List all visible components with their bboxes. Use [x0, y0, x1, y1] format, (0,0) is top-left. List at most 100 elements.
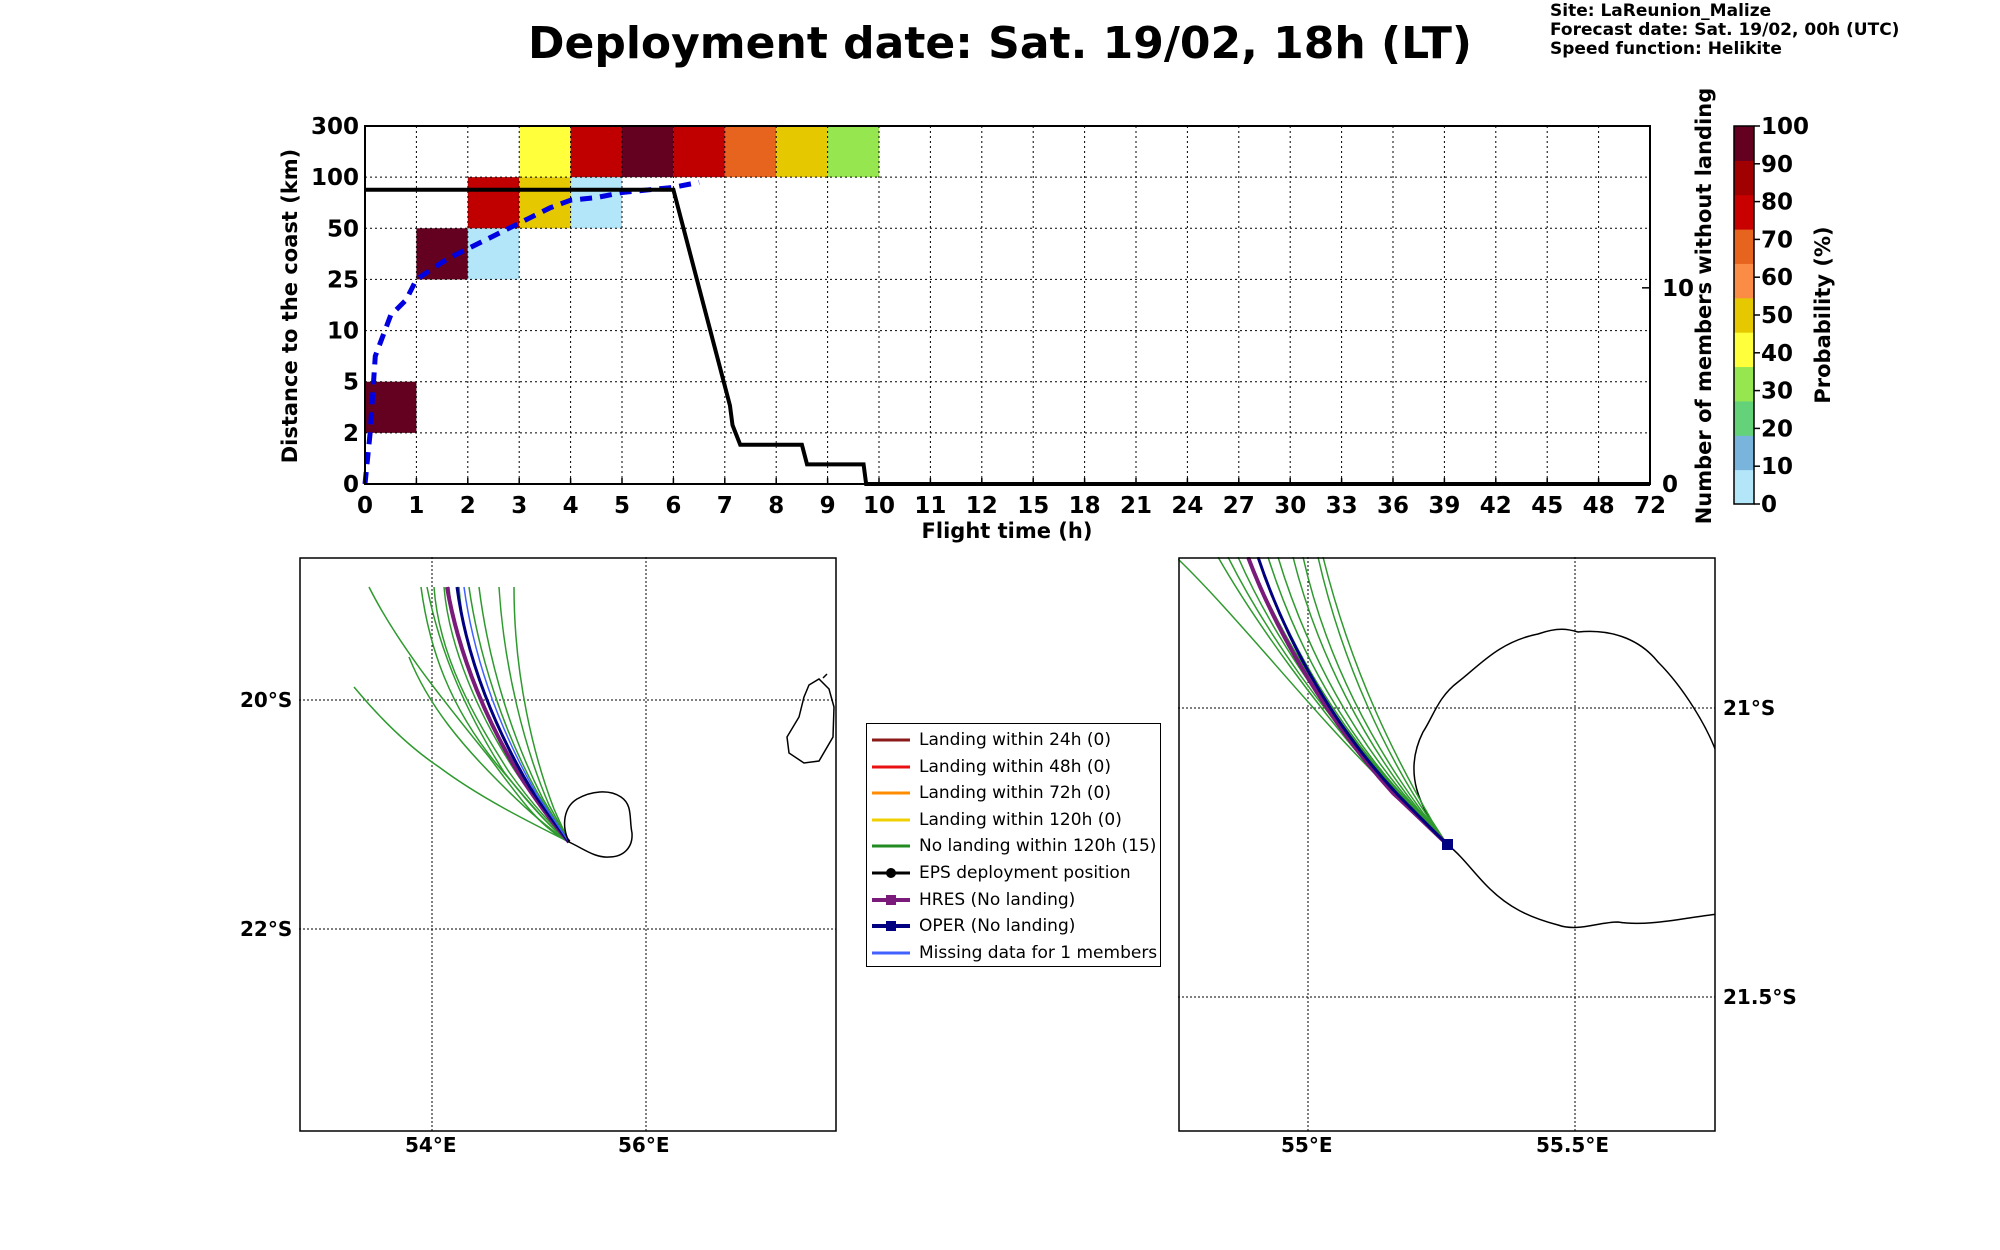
lon-label-56e: 56°E: [618, 1133, 670, 1157]
reunion-island-detail-outline: [1413, 628, 1715, 929]
legend-swatch: [872, 951, 910, 955]
colorbar-tick-labels: 0 10 20 30 40 50 60 70 80 90 100: [1754, 114, 1809, 518]
legend-swatch: [872, 921, 910, 932]
x-tick-label-12: 12: [966, 493, 998, 519]
colorbar-tick-label-10: 100: [1761, 114, 1809, 140]
heat-cell-0: [365, 381, 417, 433]
legend-swatch: [872, 738, 910, 742]
colorbar-segment-7: [1734, 229, 1754, 264]
colorbar-tick-label-1: 10: [1761, 454, 1793, 480]
reunion-island-outline: [563, 791, 633, 858]
oper-trajectory-detail: [1256, 557, 1449, 847]
x-tick-label-23: 45: [1531, 493, 1563, 519]
x-tick-label-19: 33: [1326, 493, 1358, 519]
legend-item: Missing data for 1 members: [867, 941, 1157, 965]
x-tick-label-20: 36: [1377, 493, 1409, 519]
x-tick-label-8: 8: [768, 493, 784, 519]
x-tick-label-15: 21: [1120, 493, 1152, 519]
heatmap-frame: [364, 125, 1651, 485]
eps-member-trajectories-detail: [1178, 557, 1449, 846]
members-without-landing-line: [365, 187, 1650, 486]
heat-cell-7: [570, 126, 622, 178]
colorbar-tick-label-0: 0: [1761, 492, 1777, 518]
lat-label-20s: 20°S: [240, 688, 293, 712]
probability-colorbar: [1734, 126, 1754, 505]
x-tick-label-1: 1: [408, 493, 424, 519]
legend-swatch: [872, 894, 910, 905]
heat-cell-6: [570, 177, 622, 229]
lon-label-54e: 54°E: [405, 1133, 457, 1157]
x-tick-label-21: 39: [1428, 493, 1460, 519]
colorbar-tick-label-9: 90: [1761, 152, 1793, 178]
colorbar-segment-1: [1734, 435, 1754, 471]
lat-label-21-5s: 21.5°S: [1723, 985, 1797, 1009]
x-tick-label-11: 11: [914, 493, 946, 519]
legend-item: HRES (No landing): [867, 888, 1157, 912]
heat-cell-8: [622, 126, 674, 178]
heat-cell-3: [467, 177, 520, 229]
colorbar-tick-label-6: 60: [1761, 265, 1793, 291]
y-tick-label-0: 0: [343, 472, 359, 498]
y-tick-label-7: 300: [311, 114, 359, 140]
x-tick-label-9: 9: [820, 493, 836, 519]
y2-tick-labels: 0 10: [1642, 276, 1694, 498]
legend-item: OPER (No landing): [867, 914, 1157, 938]
legend-label: Landing within 120h (0): [919, 809, 1122, 830]
x-tick-label-7: 7: [717, 493, 733, 519]
legend-swatch: [872, 868, 910, 878]
heat-cell-10: [724, 126, 777, 178]
x-tick-label-18: 30: [1274, 493, 1306, 519]
lon-label-55e: 55°E: [1281, 1133, 1333, 1157]
legend-item: No landing within 120h (15): [867, 834, 1157, 858]
x-tick-label-25: 72: [1634, 493, 1666, 519]
mauritius-island-outline: [786, 678, 835, 764]
y2-tick-label-0: 0: [1662, 472, 1678, 498]
colorbar-tick-label-7: 70: [1761, 227, 1793, 253]
legend-item: EPS deployment position: [867, 861, 1157, 885]
regional-trajectory-map: [299, 557, 837, 1132]
speed-function-label: Speed function: Helikite: [1550, 39, 1782, 59]
legend-label: EPS deployment position: [919, 863, 1131, 883]
x-tick-label-5: 5: [614, 493, 630, 519]
colorbar-segment-2: [1734, 400, 1754, 436]
site-label: Site: LaReunion_Malize: [1550, 1, 1772, 21]
y-tick-label-2: 5: [343, 370, 359, 396]
legend-label: HRES (No landing): [919, 889, 1076, 910]
chart-title: Deployment date: Sat. 19/02, 18h (LT): [527, 18, 1473, 69]
x-tick-label-24: 48: [1583, 493, 1615, 519]
y-tick-label-1: 2: [343, 421, 359, 447]
x-tick-label-13: 15: [1017, 493, 1049, 519]
map-frame-right: [1178, 557, 1716, 1132]
legend-swatch: [872, 791, 910, 795]
legend-swatch: [872, 818, 910, 822]
colorbar-tick-label-2: 20: [1761, 416, 1793, 442]
colorbar-segment-8: [1734, 194, 1754, 230]
colorbar-tick-label-5: 50: [1761, 303, 1793, 329]
colorbar-segment-3: [1734, 366, 1754, 402]
y-axis-label: Distance to the coast (km): [278, 149, 302, 464]
colorbar-segment-5: [1734, 297, 1754, 333]
legend-label: Landing within 72h (0): [919, 783, 1112, 804]
x-tick-label-0: 0: [357, 493, 373, 519]
x-tick-label-16: 24: [1171, 493, 1203, 519]
y-tick-label-4: 25: [327, 267, 359, 293]
heat-cell-9: [673, 126, 725, 178]
colorbar-segment-6: [1734, 263, 1754, 299]
heat-cell-11: [776, 126, 828, 178]
x-tick-labels: 0 1 2 3 4 5 6 7 8 9 10 11 12 15 18 21 24 27 30 33 36 39 42 45 48…: [357, 478, 1666, 519]
lat-label-21s: 21°S: [1723, 696, 1776, 720]
legend-label: Landing within 48h (0): [919, 756, 1112, 777]
rodrigues-island-outline: [822, 673, 828, 679]
x-tick-label-6: 6: [665, 493, 681, 519]
legend-item: Landing within 120h (0): [867, 808, 1157, 832]
y2-tick-label-1: 10: [1662, 276, 1694, 302]
x-tick-label-17: 27: [1223, 493, 1255, 519]
forecast-info: Site: LaReunion_Malize Forecast date: Sa…: [1550, 2, 1899, 59]
legend-swatch: [872, 765, 910, 769]
landing-probability-chart: 0 1 2 3 4 5 6 7 8 9 10 11 12 15 18 21 24 27 30 33 36 39 42 45 48…: [278, 88, 1835, 543]
heatmap-grid: [365, 126, 1650, 484]
y2-axis-label: Number of members without landing: [1692, 88, 1716, 525]
x-tick-label-10: 10: [863, 493, 895, 519]
legend-label: Landing within 24h (0): [919, 730, 1112, 750]
